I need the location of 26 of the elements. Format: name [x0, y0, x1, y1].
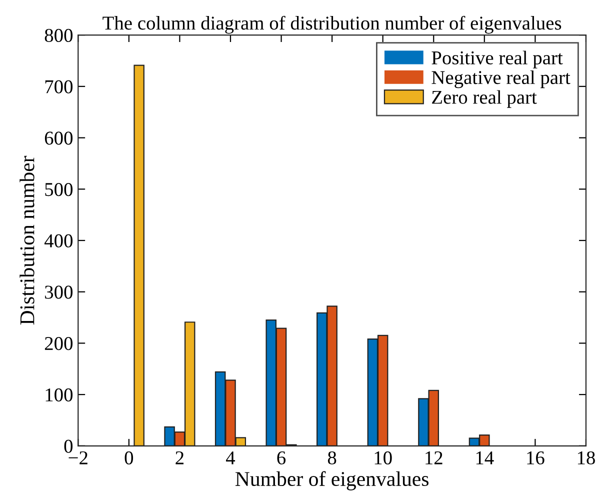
x-tick-label: 2: [176, 451, 184, 464]
y-tick-label: 700: [45, 80, 73, 94]
y-tick-label: 0: [64, 440, 73, 453]
legend-label: Negative real part: [432, 70, 570, 88]
x-tick-label: 6: [277, 451, 286, 464]
y-tick-label: 300: [45, 286, 73, 299]
x-tick-label: 14: [476, 451, 494, 464]
y-tick-label: 800: [44, 28, 73, 42]
y-tick-label: 400: [44, 234, 73, 248]
y-tick-label: 100: [46, 388, 73, 402]
x-tick-label: 4: [226, 451, 236, 464]
chart-title: The column diagram of distribution number of eigenvalues: [102, 16, 562, 34]
x-tick-label: −2: [68, 451, 88, 464]
x-tick-label: 16: [527, 451, 544, 464]
y-axis-title: Distribution number: [20, 156, 34, 325]
x-tick-label: 8: [328, 451, 336, 464]
x-tick-label: 10: [374, 451, 392, 464]
legend-label: Positive real part: [432, 50, 563, 68]
x-tick-label: 0: [124, 451, 134, 464]
y-tick-label: 200: [44, 337, 73, 350]
legend-label: Zero real part: [432, 90, 537, 108]
y-tick-label: 500: [45, 182, 73, 196]
y-tick-label: 600: [44, 132, 73, 145]
x-axis-title: Number of eigenvalues: [235, 471, 428, 490]
x-tick-label: 12: [426, 451, 442, 464]
x-tick-label: 18: [578, 451, 595, 464]
